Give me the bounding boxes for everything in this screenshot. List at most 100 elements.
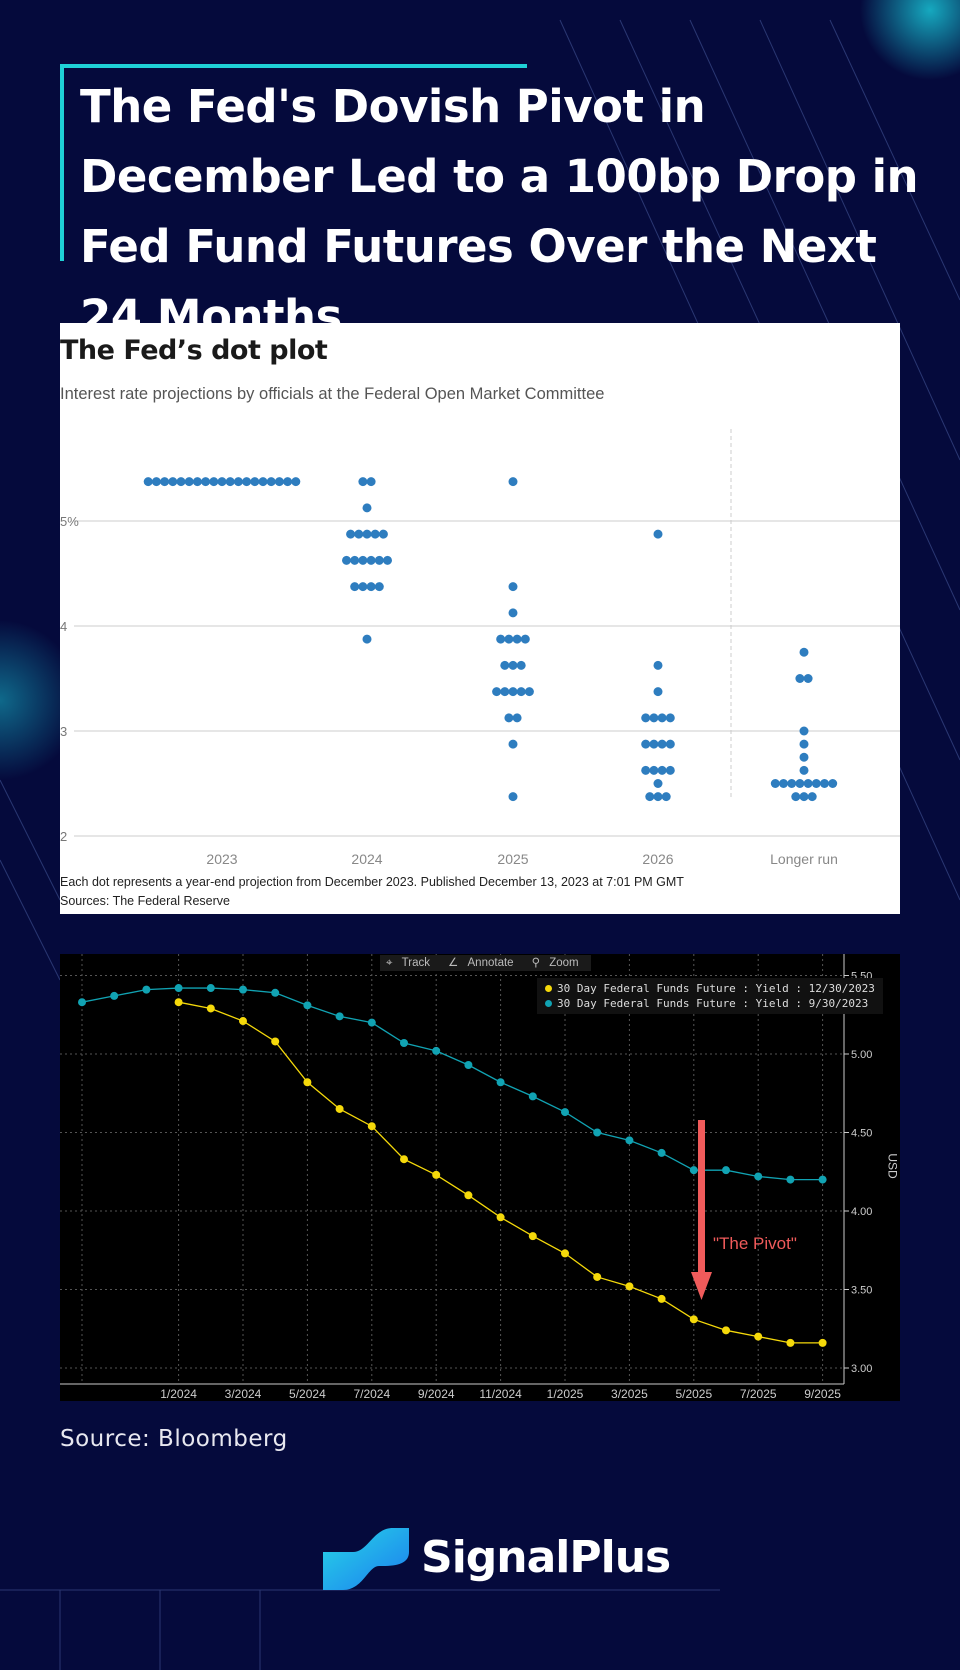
dot-2026 — [649, 713, 659, 723]
dot-2026 — [649, 765, 659, 775]
data-point — [303, 1001, 312, 1010]
zoom-button[interactable]: ⚲ Zoom — [526, 955, 591, 971]
dot-2023 — [209, 477, 219, 487]
data-point — [689, 1315, 698, 1324]
dot-2024 — [346, 529, 356, 539]
data-point — [786, 1338, 795, 1347]
y-tick-label: 2 — [60, 829, 67, 844]
dot-2026 — [653, 792, 663, 802]
series-line — [81, 987, 823, 1181]
data-point — [786, 1175, 795, 1184]
dot-2023 — [168, 477, 178, 487]
dot-2026 — [665, 765, 675, 775]
y-tick-label: 3 — [60, 724, 67, 739]
bloomberg-chart: 5.50 5.00 4.50 4.00 3.50 3.00 1/2024 3/2024 5/20… — [60, 954, 900, 1401]
dot-2025 — [500, 660, 510, 670]
dot-2025 — [500, 687, 510, 697]
data-point — [206, 984, 215, 993]
x-tick-label: 5/2025 — [675, 1387, 712, 1401]
track-label: Track — [401, 957, 430, 969]
dot-longer-run — [820, 779, 829, 788]
dot-longer-run — [803, 674, 813, 683]
data-point — [722, 1326, 730, 1335]
data-point — [593, 1272, 602, 1281]
dot-2024 — [350, 582, 360, 592]
x-tick-label: Longer run — [770, 851, 838, 867]
dot-2025 — [520, 634, 530, 644]
data-point — [754, 1332, 763, 1341]
data-point — [335, 1104, 344, 1113]
zoom-label: Zoom — [549, 957, 579, 969]
dot-2024 — [374, 582, 384, 592]
x-tick-label: 9/2025 — [804, 1387, 841, 1401]
dot-2026 — [653, 660, 663, 670]
y-tick-label: 5% — [60, 514, 79, 529]
data-point — [528, 1092, 537, 1101]
y-tick-label: 4.00 — [851, 1206, 872, 1218]
data-point — [657, 1148, 666, 1157]
dot-2026 — [641, 739, 651, 749]
data-point — [496, 1078, 505, 1087]
y-axis-label: USD — [885, 1153, 900, 1179]
data-point — [625, 1136, 634, 1145]
annotate-button[interactable]: ∠ Annotate — [442, 955, 526, 971]
x-tick-label: 3/2025 — [611, 1387, 648, 1401]
page-title: The Fed's Dovish Pivot in December Led t… — [80, 80, 919, 343]
dot-2025 — [504, 634, 514, 644]
y-tick-label: 5.00 — [851, 1049, 872, 1061]
dot-2023 — [160, 477, 170, 487]
dot-2023 — [225, 477, 235, 487]
brand-name: SignalPlus — [421, 1532, 671, 1583]
signalplus-logo-icon — [323, 1528, 409, 1590]
data-point — [464, 1191, 473, 1200]
dot-2026 — [665, 713, 675, 723]
data-point — [303, 1078, 312, 1087]
pivot-annotation: "The Pivot" — [713, 1234, 797, 1253]
data-point — [335, 1012, 344, 1021]
x-tick-label: 11/2024 — [479, 1387, 522, 1401]
dot-2023 — [143, 477, 153, 487]
data-point — [432, 1170, 441, 1179]
dot-plot-subtitle: Interest rate projections by officials a… — [60, 385, 605, 403]
dot-plot-card: 5% 4 3 2 2023 2024 2025 2026 Longer run The Fed’… — [60, 323, 900, 914]
dot-2025 — [512, 713, 522, 723]
dot-2025 — [496, 634, 506, 644]
dot-2025 — [516, 687, 526, 697]
dot-2025 — [508, 608, 518, 618]
data-point — [142, 985, 151, 994]
dot-2025 — [508, 687, 518, 697]
dot-2023 — [217, 477, 227, 487]
x-tick-label: 2024 — [351, 851, 382, 867]
data-point — [174, 998, 183, 1007]
data-point — [174, 984, 183, 993]
dot-2023 — [233, 477, 243, 487]
dot-plot-footnote: Each dot represents a year-end projectio… — [60, 875, 684, 889]
data-point — [464, 1060, 473, 1069]
dot-2026 — [653, 529, 663, 539]
data-point — [432, 1046, 441, 1055]
x-tick-label: 7/2024 — [353, 1387, 390, 1401]
data-point — [367, 1018, 376, 1027]
dot-longer-run — [799, 739, 809, 749]
dot-2023 — [151, 477, 161, 487]
dot-longer-run — [799, 647, 809, 657]
y-tick-label: 3.50 — [851, 1285, 872, 1297]
dot-2025 — [504, 713, 514, 723]
dot-2023 — [283, 477, 293, 487]
dot-2026 — [645, 792, 655, 802]
dot-2024 — [358, 555, 368, 565]
data-point — [722, 1166, 730, 1175]
dot-longer-run — [770, 779, 780, 788]
dot-2025 — [508, 477, 518, 487]
dot-2025 — [508, 582, 518, 592]
x-tick-label: 1/2025 — [547, 1387, 584, 1401]
data-point — [239, 985, 247, 994]
dot-2025 — [516, 660, 526, 670]
dot-2024 — [370, 529, 380, 539]
track-button[interactable]: ⌖ Track — [380, 955, 442, 971]
dot-2024 — [378, 529, 388, 539]
x-tick-label: 5/2024 — [289, 1387, 326, 1401]
data-point — [625, 1282, 634, 1291]
dot-2023 — [258, 477, 268, 487]
dot-2025 — [508, 660, 518, 670]
